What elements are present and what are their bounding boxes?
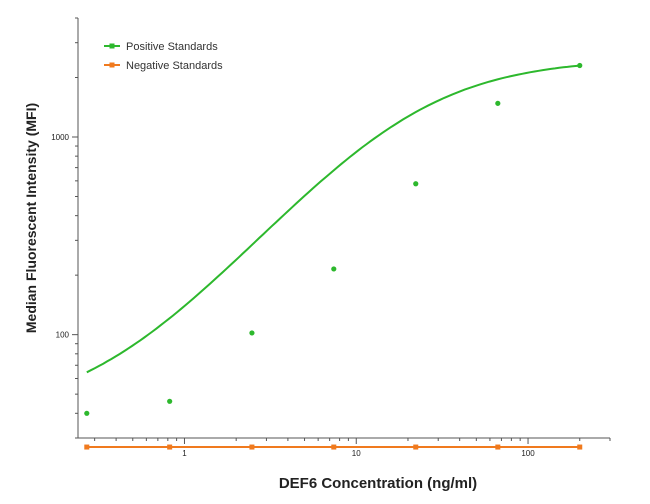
x-tick-label: 100 — [521, 449, 535, 458]
positive-standards-point — [495, 100, 501, 106]
negative-standards-legend-marker — [109, 62, 115, 68]
positive-standards-legend-label: Positive Standards — [126, 41, 218, 53]
negative-standards-point — [84, 444, 90, 450]
positive-standards-point — [413, 181, 419, 187]
negative-standards-point — [413, 444, 419, 450]
series-layer — [84, 62, 583, 450]
negative-standards-point — [167, 444, 173, 450]
x-tick-label: 10 — [352, 449, 361, 458]
positive-standards-point — [577, 62, 583, 69]
x-ticks: 1 10 100 — [94, 438, 611, 458]
negative-standards-legend-label: Negative Standards — [126, 60, 223, 72]
positive-standards-point — [249, 330, 255, 336]
negative-standards-point — [331, 444, 337, 450]
positive-standards-point — [331, 266, 337, 272]
positive-standards-point — [167, 398, 173, 404]
legend: Positive Standards Negative Standards — [104, 41, 223, 72]
negative-standards-point — [577, 444, 583, 450]
axes — [77, 18, 610, 439]
negative-standards-point — [495, 444, 501, 450]
y-axis-title: Median Fluorescent Intensity (MFI) — [23, 103, 39, 333]
positive-standards-line — [86, 64, 580, 374]
negative-standards-point — [249, 444, 255, 450]
positive-standards-point — [84, 410, 90, 416]
y-ticks: 100 1000 — [51, 17, 78, 439]
y-tick-label: 100 — [56, 331, 70, 340]
positive-standards-legend-marker — [109, 43, 115, 49]
x-axis-title: DEF6 Concentration (ng/ml) — [279, 475, 477, 492]
y-tick-label: 1000 — [51, 133, 69, 142]
x-tick-label: 1 — [182, 449, 187, 458]
